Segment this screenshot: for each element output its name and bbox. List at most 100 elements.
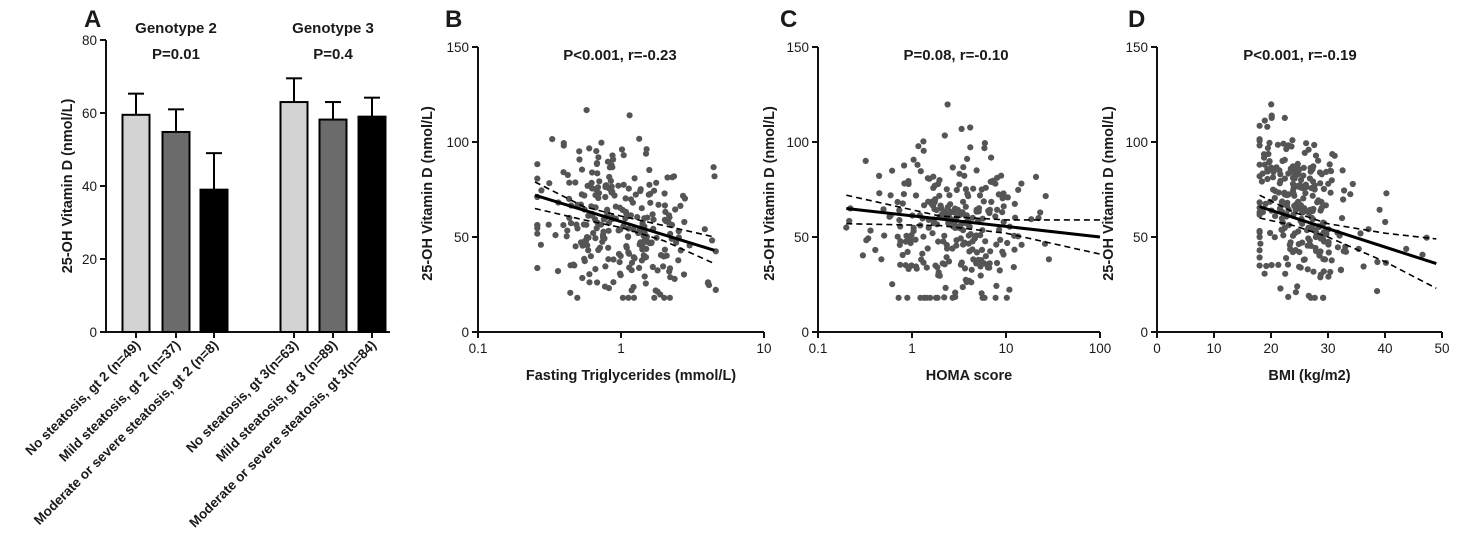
data-point <box>901 162 908 169</box>
data-point <box>592 266 599 273</box>
data-point <box>1309 192 1316 199</box>
data-point <box>1292 289 1299 296</box>
ci-lower-line <box>534 207 715 265</box>
data-point <box>1328 177 1335 184</box>
data-point <box>545 221 552 228</box>
data-point <box>862 157 869 164</box>
y-tick-label: 60 <box>82 106 97 121</box>
data-point <box>1360 263 1367 270</box>
data-point <box>638 205 645 212</box>
panel-c-letter: C <box>780 6 797 33</box>
data-point <box>920 147 927 154</box>
data-point <box>1297 176 1305 184</box>
data-point <box>631 175 638 182</box>
data-point <box>1283 255 1290 262</box>
data-point <box>671 275 678 282</box>
data-point <box>923 264 930 271</box>
y-tick-label: 100 <box>1125 135 1148 150</box>
data-point <box>1018 241 1025 248</box>
data-point <box>925 224 932 231</box>
data-point <box>597 221 605 228</box>
data-point <box>924 175 932 182</box>
data-point <box>961 172 968 179</box>
data-point <box>1320 185 1327 193</box>
data-point <box>1256 137 1263 144</box>
data-point <box>1329 151 1336 158</box>
data-point <box>934 294 941 301</box>
data-point <box>677 202 684 209</box>
data-point <box>981 145 988 152</box>
data-point <box>578 166 586 173</box>
data-point <box>944 101 951 108</box>
data-point <box>616 270 624 277</box>
data-point <box>1315 197 1322 204</box>
data-point <box>967 144 974 151</box>
data-point <box>1258 178 1265 185</box>
data-point <box>564 227 571 234</box>
data-point <box>643 146 650 153</box>
y-tick-label: 80 <box>82 33 97 48</box>
data-point <box>920 233 927 240</box>
data-point <box>949 164 956 171</box>
data-point <box>596 178 603 185</box>
data-point <box>1306 237 1313 244</box>
data-point <box>897 261 904 268</box>
data-point <box>1303 140 1310 147</box>
data-point <box>1264 175 1271 183</box>
data-point <box>1256 142 1263 149</box>
data-point <box>1289 249 1296 256</box>
data-point <box>1256 227 1263 235</box>
data-point <box>1325 239 1332 246</box>
data-point <box>949 245 956 252</box>
data-point <box>1279 157 1286 165</box>
data-point <box>1256 211 1263 218</box>
data-point <box>1280 232 1287 239</box>
data-point <box>900 191 908 198</box>
data-point <box>1376 206 1383 213</box>
annotation: P<0.001, r=-0.23 <box>563 47 676 64</box>
x-tick-label: 0.1 <box>469 341 488 356</box>
data-point <box>576 156 583 163</box>
data-point <box>982 184 989 191</box>
y-tick-label: 150 <box>786 40 809 55</box>
data-point <box>622 195 629 202</box>
data-point <box>867 227 874 234</box>
data-point <box>943 241 950 249</box>
data-point <box>615 227 622 234</box>
data-point <box>587 253 595 260</box>
data-point <box>978 257 985 264</box>
data-point <box>1289 137 1296 144</box>
data-point <box>1011 200 1018 207</box>
data-point <box>1274 141 1281 148</box>
data-point <box>929 198 936 205</box>
data-point <box>1004 239 1011 247</box>
data-point <box>941 232 948 239</box>
data-point <box>1261 270 1268 277</box>
data-point <box>959 209 966 216</box>
data-point <box>629 199 637 206</box>
data-point <box>914 161 921 168</box>
regression-line <box>1259 205 1437 266</box>
data-point <box>1340 196 1347 203</box>
panel-c-scatter: 0 50 100 150 0.1 1 10 100 25-OH Vitamin D (nmol/… <box>762 40 1111 384</box>
data-point <box>880 206 887 213</box>
data-point <box>602 263 609 270</box>
data-point <box>1341 187 1348 194</box>
data-point <box>1263 262 1270 270</box>
bar <box>161 130 191 333</box>
data-point <box>1256 247 1263 254</box>
data-point <box>1280 140 1287 147</box>
annotation: P=0.08, r=-0.10 <box>903 47 1008 64</box>
bar <box>121 113 151 333</box>
data-point <box>859 252 867 259</box>
data-point <box>881 232 888 239</box>
data-point <box>594 279 601 286</box>
category-label: Moderate or severe steatosis, gt 2 (n=8) <box>31 338 221 528</box>
data-point <box>953 237 960 244</box>
data-point <box>610 256 617 263</box>
data-point <box>1295 241 1302 248</box>
data-point <box>1256 161 1263 168</box>
data-point <box>661 294 668 301</box>
data-point <box>701 226 708 233</box>
